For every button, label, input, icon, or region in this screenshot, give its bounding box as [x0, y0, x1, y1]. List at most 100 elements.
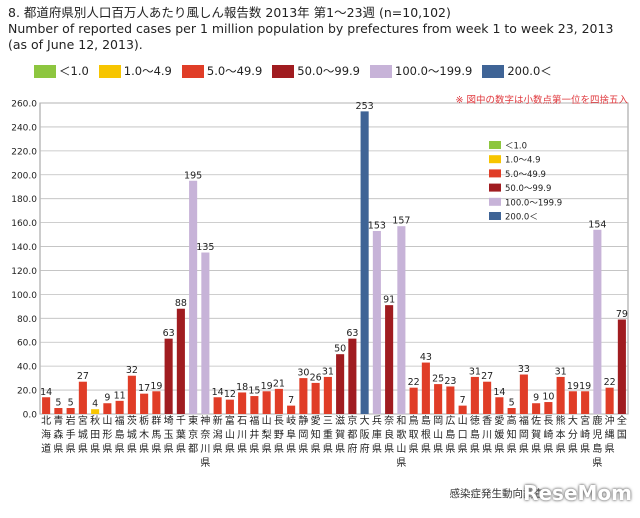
- bar: [189, 180, 198, 414]
- bar: [54, 408, 63, 414]
- bar-value-label: 157: [392, 216, 410, 227]
- bar: [544, 402, 553, 414]
- bar-value-label: 88: [175, 298, 187, 309]
- bar: [287, 405, 296, 414]
- chart-date: (as of June 12, 2013).: [8, 37, 143, 52]
- top-key-label: 5.0〜49.9: [206, 64, 263, 78]
- x-tick-label: 宮崎県: [580, 414, 590, 455]
- bar-value-label: 154: [588, 219, 606, 230]
- legend-swatch: [489, 183, 501, 192]
- bar: [140, 393, 149, 414]
- x-tick-label: 岩手県: [66, 414, 76, 455]
- bar-value-label: 33: [518, 364, 530, 375]
- y-tick-label: 60.0: [17, 339, 37, 349]
- bar-value-label: 9: [533, 393, 539, 404]
- bar: [556, 376, 565, 414]
- top-key-item: ＜1.0: [34, 63, 89, 79]
- legend-swatch: [489, 141, 501, 149]
- x-tick-label: 愛媛県: [494, 414, 504, 455]
- bar-value-label: 31: [469, 366, 481, 377]
- bar: [532, 403, 541, 414]
- top-key-item: 200.0＜: [482, 63, 552, 79]
- bar: [299, 378, 308, 414]
- y-tick-label: 160.0: [11, 219, 37, 229]
- bar-value-label: 27: [481, 371, 493, 382]
- bar: [495, 397, 504, 414]
- bar-value-label: 5: [55, 398, 61, 409]
- y-tick-label: 40.0: [17, 363, 37, 373]
- bar-value-label: 22: [408, 377, 420, 388]
- bar: [348, 338, 357, 414]
- bar-value-label: 21: [273, 378, 285, 389]
- x-tick-label: 静岡県: [298, 414, 308, 455]
- bar: [507, 408, 516, 414]
- x-tick-label: 東京都: [188, 414, 198, 455]
- x-tick-label: 兵庫県: [372, 414, 382, 455]
- bar-value-label: 12: [224, 389, 236, 400]
- bar: [385, 305, 394, 414]
- legend-label: 200.0＜: [505, 213, 538, 223]
- bar: [115, 400, 124, 414]
- x-tick-label: 秋田県: [90, 414, 100, 455]
- x-tick-label: 広島県: [445, 414, 455, 455]
- bar: [91, 409, 100, 414]
- bar-value-label: 63: [163, 328, 175, 339]
- y-tick-label: 20.0: [17, 387, 37, 397]
- bar-value-label: 7: [288, 395, 294, 406]
- legend-swatch: [489, 212, 501, 220]
- bar-value-label: 31: [555, 366, 567, 377]
- top-key-swatch: [98, 64, 121, 78]
- x-tick-label: 埼玉県: [164, 414, 174, 455]
- legend-label: 50.0〜99.9: [505, 184, 551, 194]
- x-tick-label: 群馬県: [151, 414, 161, 455]
- bar-value-label: 153: [368, 220, 386, 231]
- bar-value-label: 27: [77, 371, 89, 382]
- bar: [323, 376, 332, 414]
- x-tick-label: 沖縄県: [605, 414, 615, 455]
- bar-value-label: 50: [334, 344, 346, 355]
- y-tick-label: 140.0: [11, 243, 37, 253]
- top-key-label: 50.0〜99.9: [297, 64, 360, 78]
- bar: [458, 405, 467, 414]
- x-tick-label: 佐賀県: [531, 415, 541, 455]
- bar-value-label: 30: [297, 368, 309, 379]
- bar-value-label: 5: [68, 398, 74, 409]
- legend-swatch: [489, 197, 501, 206]
- x-tick-label: 神奈川県: [200, 414, 210, 469]
- bar: [581, 391, 590, 414]
- x-tick-label: 栃木県: [139, 414, 149, 455]
- x-tick-label: 福岡県: [519, 414, 529, 455]
- top-key-label: 100.0〜199.9: [395, 64, 473, 78]
- bar: [470, 376, 479, 414]
- bar-value-label: 15: [248, 386, 260, 397]
- y-tick-label: 180.0: [11, 195, 37, 205]
- x-tick-label: 福井県: [249, 414, 259, 455]
- bar-value-label: 19: [579, 381, 591, 392]
- x-tick-label: 奈良県: [384, 414, 394, 455]
- x-tick-label: 長野県: [274, 415, 284, 455]
- bar: [274, 388, 283, 414]
- top-key-label: ＜1.0: [59, 64, 89, 78]
- bar: [409, 387, 418, 414]
- x-tick-label: 香川県: [482, 415, 492, 455]
- bar: [593, 229, 602, 414]
- bar-value-label: 22: [604, 377, 616, 388]
- legend-label: ＜1.0: [505, 142, 527, 152]
- bar-value-label: 4: [92, 399, 98, 410]
- watermark-logo: ReseMom: [523, 481, 632, 505]
- top-key-swatch: [482, 64, 505, 78]
- bar-value-label: 32: [126, 365, 138, 376]
- bar-value-label: 9: [104, 393, 110, 404]
- bar-value-label: 91: [383, 295, 395, 306]
- x-tick-label: 熊本県: [556, 414, 566, 455]
- x-tick-label: 岐阜県: [286, 414, 296, 455]
- bar: [519, 374, 528, 414]
- x-tick-label: 滋賀県: [335, 414, 345, 455]
- bar-value-label: 23: [444, 376, 456, 387]
- x-tick-label: 三重県: [323, 416, 333, 455]
- x-tick-label: 福島県: [115, 414, 125, 455]
- top-key-label: 1.0〜4.9: [123, 64, 172, 78]
- bar-value-label: 195: [184, 170, 202, 181]
- x-tick-label: 山口県: [458, 415, 468, 455]
